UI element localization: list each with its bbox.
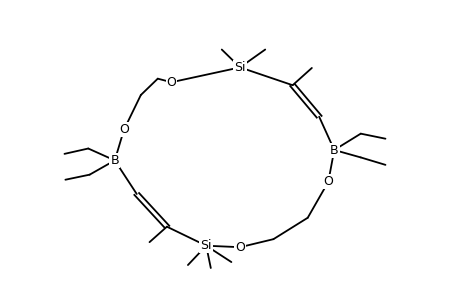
- Text: Si: Si: [200, 239, 212, 252]
- Text: O: O: [235, 241, 245, 254]
- Text: O: O: [323, 175, 332, 188]
- Text: Si: Si: [234, 61, 245, 74]
- Text: O: O: [166, 76, 176, 89]
- Text: B: B: [110, 154, 119, 167]
- Text: B: B: [329, 143, 338, 157]
- Text: O: O: [119, 123, 129, 136]
